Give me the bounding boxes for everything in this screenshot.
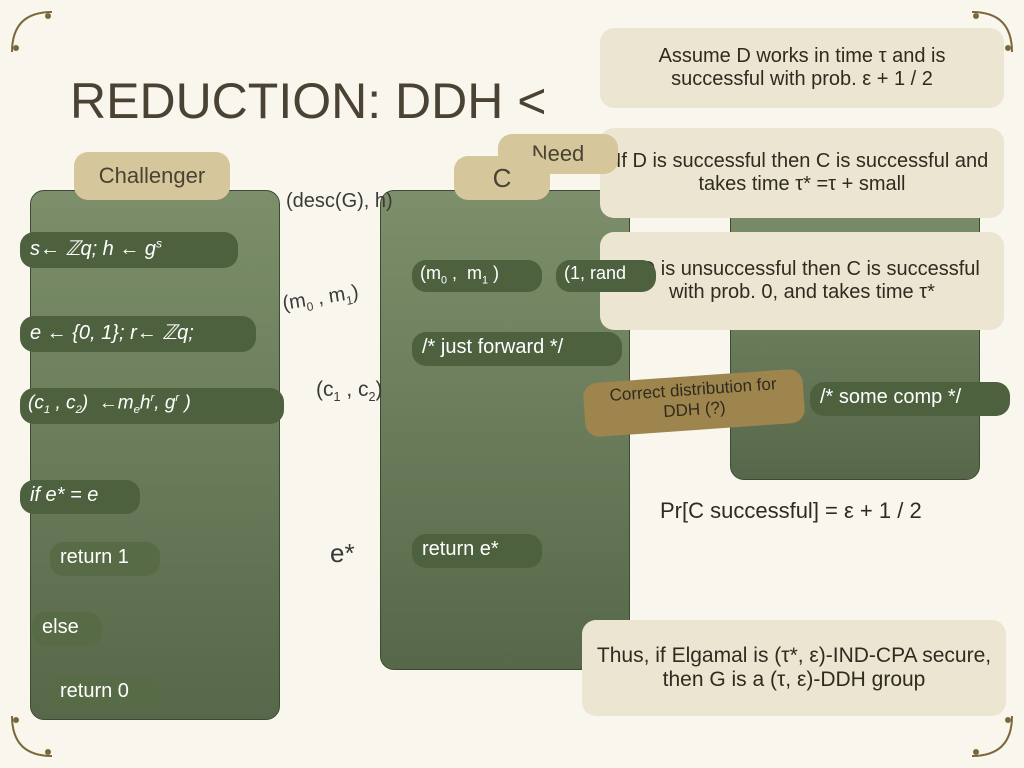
step-return-0: return 0 — [50, 676, 160, 710]
corner-ornament-bl — [10, 714, 54, 758]
text-pr-c-successful: Pr[C successful] = ε + 1 / 2 — [660, 498, 1000, 524]
note-assume: Assume D works in time τ and is successf… — [600, 28, 1004, 108]
corner-ornament-tl — [10, 10, 54, 54]
note-thus: Thus, if Elgamal is (τ*, ε)-IND-CPA secu… — [582, 620, 1006, 716]
step-c1c2-assign: (c1 , c2) ←mehr, gr ) — [20, 388, 284, 424]
step-some-comp: /* some comp */ — [810, 382, 1010, 416]
msg-forward: /* just forward */ — [412, 332, 622, 366]
step-s-h: s← ℤq; h ← gs — [20, 232, 238, 268]
label-c: C — [454, 156, 550, 200]
label-challenger: Challenger — [74, 152, 230, 200]
msg-m0m1-dark: (m0 , m1 ) — [412, 260, 542, 292]
note-if-successful: If D is successful then C is successful … — [600, 128, 1004, 218]
step-e-r: e ← {0, 1}; r← ℤq; — [20, 316, 256, 352]
note-if-unsuccessful: If D is unsuccessful then C is successfu… — [600, 232, 1004, 330]
corner-ornament-br — [970, 714, 1014, 758]
step-return-estar: return e* — [412, 534, 542, 568]
step-return-1: return 1 — [50, 542, 160, 576]
msg-desc-g-h: (desc(G), h) — [286, 190, 436, 213]
msg-estar: e* — [330, 538, 390, 569]
step-else: else — [32, 612, 102, 646]
msg-c1c2: (c1 , c2) — [316, 378, 436, 404]
step-if-e: if e* = e — [20, 480, 140, 514]
text: s← ℤq; h ← g — [30, 238, 156, 260]
slide-canvas: REDUCTION: DDH < Assume D works in time … — [0, 0, 1024, 768]
msg-one-rand: (1, rand — [556, 260, 656, 292]
